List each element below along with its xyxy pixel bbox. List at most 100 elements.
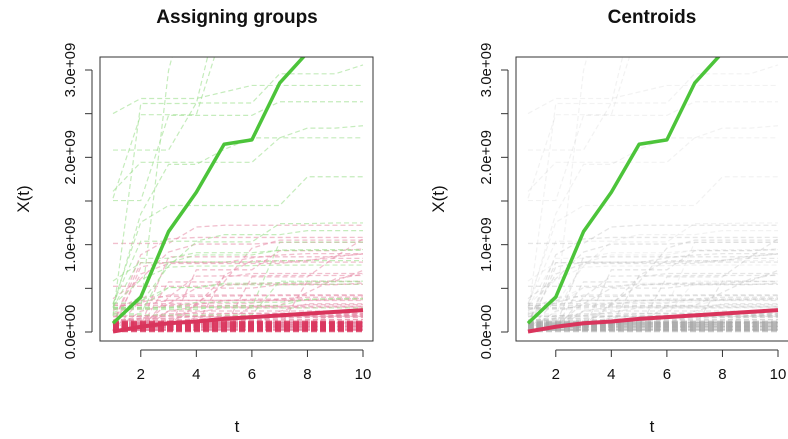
y-tick-label: 1.0e+09 <box>478 217 495 272</box>
trajectory-line <box>112 264 363 306</box>
trajectory-line <box>112 236 364 325</box>
trajectory-line <box>113 241 363 308</box>
trajectory-line <box>528 280 778 327</box>
plot-frame <box>99 56 374 342</box>
trajectory-line <box>528 297 778 309</box>
trajectory-line <box>527 57 624 316</box>
trajectory-line <box>113 238 364 327</box>
x-axis-label: t <box>235 417 240 436</box>
trajectory-line <box>112 281 363 314</box>
y-axis-label: X(t) <box>14 185 33 212</box>
trajectory-line <box>112 294 363 312</box>
trajectory-line <box>113 283 363 309</box>
trajectory-line <box>527 314 778 326</box>
trajectory-line <box>528 57 588 309</box>
trajectory-line <box>527 264 778 306</box>
trajectory-lines <box>527 57 779 333</box>
trajectory-line <box>527 257 778 324</box>
y-tick-label: 3.0e+09 <box>478 43 495 98</box>
trajectory-line <box>528 298 778 311</box>
trajectory-line <box>113 57 173 309</box>
plot-frame <box>515 56 788 342</box>
trajectory-line <box>112 176 363 305</box>
x-tick-label: 6 <box>248 366 256 383</box>
trajectory-line <box>113 297 363 309</box>
series-lines <box>526 57 779 334</box>
trajectory-line <box>528 282 779 305</box>
trajectory-line <box>112 137 363 192</box>
y-tick-label: 3.0e+09 <box>62 43 79 98</box>
trajectory-line <box>528 283 778 287</box>
trajectory-line <box>527 297 779 331</box>
trajectory-line <box>527 176 778 305</box>
y-tick-label: 2.0e+09 <box>478 130 495 185</box>
trajectory-line <box>528 280 778 316</box>
trajectory-line <box>528 64 779 151</box>
trajectory-line <box>113 64 364 151</box>
trajectory-line <box>527 299 778 332</box>
x-tick-label: 2 <box>552 366 560 383</box>
y-tick-label: 2.0e+09 <box>62 130 79 185</box>
trajectory-line <box>527 249 778 308</box>
x-tick-label: 4 <box>607 366 615 383</box>
trajectory-line <box>113 299 363 306</box>
trajectory-line <box>113 239 363 329</box>
trajectory-line <box>527 84 778 115</box>
trajectory-line <box>113 260 363 315</box>
chart-title: Centroids <box>608 7 697 28</box>
trajectory-line <box>113 273 364 307</box>
trajectory-line <box>527 137 778 192</box>
trajectory-line <box>528 316 779 321</box>
trajectory-line <box>113 274 363 330</box>
series-lines <box>111 57 364 334</box>
x-tick-label: 6 <box>663 366 671 383</box>
x-tick-label: 2 <box>137 366 145 383</box>
y-tick-label: 1.0e+09 <box>62 217 79 272</box>
trajectory-line <box>527 248 778 282</box>
trajectory-line <box>528 101 778 202</box>
trajectory-line <box>113 224 363 245</box>
trajectory-line <box>527 315 779 318</box>
trajectory-line <box>112 297 364 331</box>
trajectory-line <box>528 238 779 327</box>
trajectory-line <box>113 222 363 304</box>
x-axis: 2 4 6 8 10 <box>137 349 372 383</box>
y-axis: 0.0e+00 1.0e+09 2.0e+09 3.0e+09 <box>478 43 509 359</box>
chart-title: Assigning groups <box>156 7 318 28</box>
trajectory-line <box>113 282 364 305</box>
trajectory-line <box>528 274 778 330</box>
trajectory-line <box>113 280 363 316</box>
trajectory-line <box>527 294 778 315</box>
trajectory-line <box>112 84 363 115</box>
trajectory-line <box>112 230 363 305</box>
x-tick-label: 4 <box>192 366 200 383</box>
trajectory-line <box>528 304 778 310</box>
trajectory-line <box>528 224 778 245</box>
chart-panel-assigning-groups: Assigning groups 2 4 6 8 10 0.0e+00 1.0e+09 2.… <box>14 7 374 436</box>
x-tick-label: 8 <box>718 366 726 383</box>
x-tick-label: 10 <box>770 366 787 383</box>
x-tick-label: 8 <box>303 366 311 383</box>
trajectory-line <box>527 306 779 324</box>
series-line-1 <box>111 57 306 325</box>
series-line-1 <box>526 57 721 325</box>
trajectory-line <box>527 241 779 300</box>
trajectory-line <box>112 248 363 282</box>
y-axis: 0.0e+00 1.0e+09 2.0e+09 3.0e+09 <box>62 43 93 359</box>
x-tick-label: 10 <box>355 366 372 383</box>
trajectory-line <box>528 283 778 309</box>
trajectory-line <box>112 315 364 318</box>
trajectory-line <box>527 230 778 305</box>
chart-panel-centroids: Centroids 2 4 6 8 10 0.0e+00 1.0e+09 2.0e+09 3.… <box>429 7 788 436</box>
trajectory-line <box>528 222 778 304</box>
x-axis-label: t <box>650 417 655 436</box>
trajectory-line <box>528 241 778 308</box>
trajectory-line <box>112 57 209 316</box>
series-line-2 <box>112 308 364 334</box>
x-axis: 2 4 6 8 10 <box>552 349 787 383</box>
trajectory-line <box>527 294 778 312</box>
trajectory-line <box>527 315 779 321</box>
trajectory-line <box>528 299 778 306</box>
trajectory-line <box>112 257 363 324</box>
